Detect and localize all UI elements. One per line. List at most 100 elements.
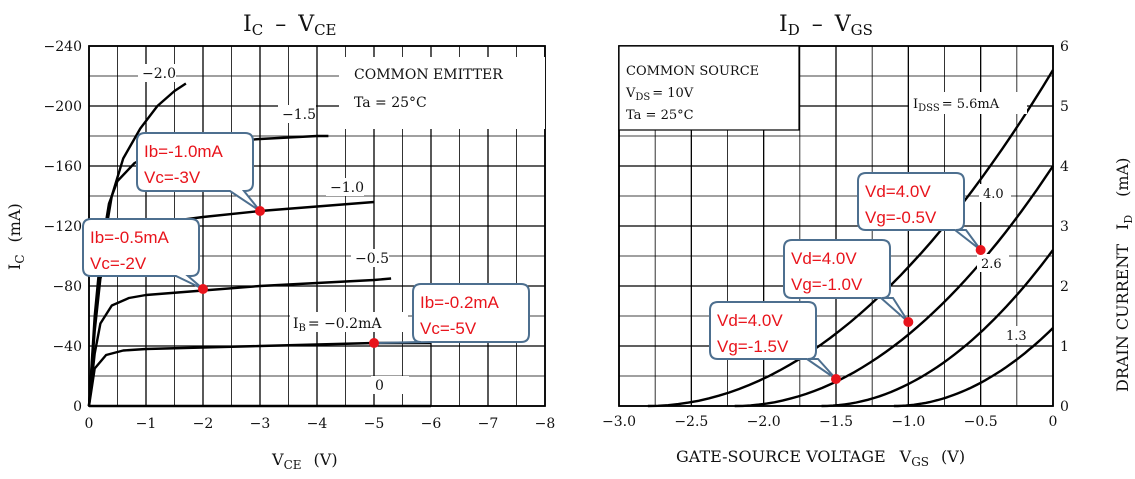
right-x-tick-label: −2.5 xyxy=(674,414,708,430)
right-series-label: 2.6 xyxy=(981,257,1002,272)
left-y-tick-label: −160 xyxy=(44,159,82,175)
callout-line2: Vc=-2V xyxy=(90,254,147,273)
right-series-line-0 xyxy=(647,69,1055,408)
right-title: ID – VGS xyxy=(779,12,873,39)
callout-line2: Vc=-5V xyxy=(420,319,477,338)
left-series-label: −1.5 xyxy=(282,107,316,123)
left-series-label-bg xyxy=(326,178,364,196)
left-series-label: −2.0 xyxy=(142,66,176,82)
right-x-tick-label: −1.5 xyxy=(819,414,853,430)
callout-marker xyxy=(255,206,265,216)
callout-line1: Vd=4.0V xyxy=(717,311,783,330)
right-series-label-idss: IDSS = 5.6mA xyxy=(913,97,1000,114)
left-x-tick-label: −4 xyxy=(307,416,328,432)
callout-box xyxy=(82,218,204,290)
left-series-label-bg xyxy=(278,105,316,123)
right-y-tick-label: 2 xyxy=(1060,279,1069,295)
right-series-line-2 xyxy=(821,249,1054,408)
left-x-tick-label: 0 xyxy=(85,416,94,432)
left-x-tick-label: −3 xyxy=(250,416,271,432)
right-annotation-box xyxy=(618,45,800,131)
left-series-label-ib: IB = −0.2mA xyxy=(293,316,382,334)
left-x-tick-label: −2 xyxy=(193,416,214,432)
callout: Ib=-1.0mA Vc=-3V xyxy=(136,132,265,216)
left-y-label: IC(mA) xyxy=(5,203,27,270)
right-series-label-bg xyxy=(909,92,1027,114)
left-y-tick-label: −80 xyxy=(52,279,82,295)
left-y-tick-label: −240 xyxy=(44,39,82,55)
callout-box xyxy=(709,301,837,380)
right-series-line-1 xyxy=(734,165,1054,408)
left-x-tick-label: −6 xyxy=(421,416,442,432)
left-x-tick-label: −8 xyxy=(535,416,556,432)
right-x-label: GATE-SOURCE VOLTAGE VGS (V) xyxy=(676,447,965,469)
right-y-tick-label: 3 xyxy=(1060,219,1069,235)
left-series-line-4 xyxy=(87,341,431,407)
right-series-label-bg xyxy=(1002,326,1034,344)
callout-line2: Vg=-1.0V xyxy=(791,275,863,294)
callout-marker xyxy=(198,284,208,294)
callout-line2: Vg=-1.5V xyxy=(717,337,789,356)
left-x-tick-label: −5 xyxy=(364,416,385,432)
left-annotation-line1: COMMON EMITTER xyxy=(354,67,503,83)
left-x-tick-label: −1 xyxy=(136,416,157,432)
left-series-label: 0 xyxy=(375,378,384,394)
left-y-tick-label: −200 xyxy=(44,99,82,115)
left-series-label: −0.5 xyxy=(355,251,389,267)
right-x-tick-label: −1.0 xyxy=(891,414,925,430)
right-series-label: 4.0 xyxy=(983,187,1004,202)
left-title: IC – VCE xyxy=(243,12,337,39)
callout-line1: Ib=-1.0mA xyxy=(144,142,224,161)
callout: Ib=-0.5mA Vc=-2V xyxy=(82,218,208,294)
callout: Vd=4.0V Vg=-1.5V xyxy=(709,301,841,384)
left-y-tick-label: −40 xyxy=(52,339,82,355)
left-series-label-bg xyxy=(138,64,176,82)
callout-box xyxy=(783,239,910,323)
callout: Vd=4.0V Vg=-0.5V xyxy=(857,172,986,255)
callout-marker xyxy=(831,374,841,384)
right-series-line-3 xyxy=(893,327,1054,408)
callout: Vd=4.0V Vg=-1.0V xyxy=(783,239,914,327)
right-x-tick-label: −0.5 xyxy=(964,414,998,430)
left-chart: IC – VCE VCE (V) IC(mA) xyxy=(5,12,338,472)
callout-marker xyxy=(975,245,986,255)
left-y-tick-label: −120 xyxy=(44,219,82,235)
callout: Ib=-0.2mA Vc=-5V xyxy=(369,283,530,348)
right-series-label-bg xyxy=(979,184,1011,202)
right-y-tick-label: 5 xyxy=(1060,99,1069,115)
left-series-label-bg xyxy=(371,376,409,394)
callout-line1: Vd=4.0V xyxy=(791,249,857,268)
right-annotation-line1: COMMON SOURCE xyxy=(626,64,759,79)
right-x-tick-label: −2.0 xyxy=(747,414,781,430)
right-y-tick-label: 4 xyxy=(1060,159,1069,175)
left-x-label: VCE (V) xyxy=(271,450,338,472)
right-y-label: DRAIN CURRENTID(mA) xyxy=(1113,158,1135,392)
callout-box xyxy=(136,132,261,212)
left-x-tick-label: −7 xyxy=(478,416,499,432)
left-series-line-3 xyxy=(87,277,392,407)
callout-line1: Ib=-0.2mA xyxy=(420,293,500,312)
left-series-label-bg xyxy=(351,249,389,267)
left-y-tick-label: 0 xyxy=(73,399,82,415)
left-annotation-line2: Ta = 25°C xyxy=(354,95,427,111)
right-annotation-line2: VDS = 10V xyxy=(625,86,694,103)
right-y-tick-label: 6 xyxy=(1060,39,1069,55)
callout-line2: Vg=-0.5V xyxy=(865,208,937,227)
right-chart: ID – VGS GATE-SOURCE VOLTAGE VGS (V) DRAIN C… xyxy=(676,12,1135,469)
right-series-label-bg xyxy=(977,254,1009,272)
chart-marks: COMMON EMITTER Ta = 25°C 0 −1 −2 −3 −4 −5 −6 −7 −8… xyxy=(44,39,1069,432)
callout-box xyxy=(373,283,530,344)
right-x-tick-label: −3.0 xyxy=(602,414,636,430)
left-series-label-bg xyxy=(290,312,408,332)
right-x-tick-label: 0 xyxy=(1049,414,1058,430)
right-y-tick-label: 1 xyxy=(1060,339,1069,355)
callout-line2: Vc=-3V xyxy=(144,168,201,187)
left-series-label: −1.0 xyxy=(330,180,364,196)
callout-box xyxy=(857,172,982,251)
callout-line1: Ib=-0.5mA xyxy=(90,228,170,247)
right-series-label: 1.3 xyxy=(1006,329,1027,344)
right-annotation-line3: Ta = 25°C xyxy=(626,108,694,123)
right-y-tick-label: 0 xyxy=(1060,399,1069,415)
